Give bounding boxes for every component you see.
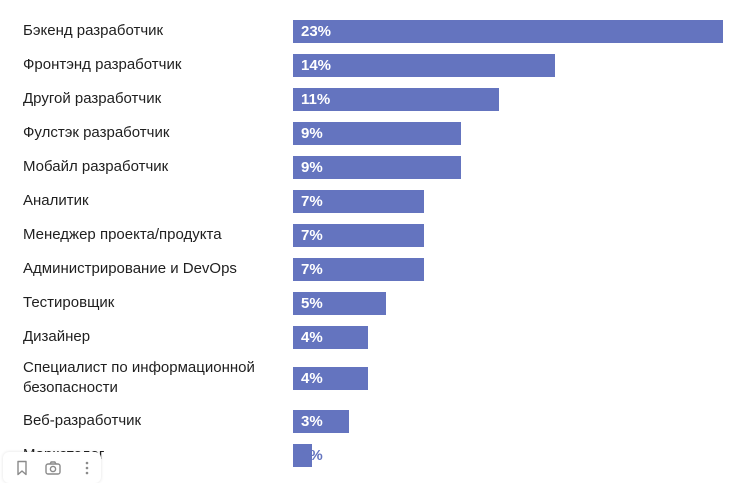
bar xyxy=(293,443,312,467)
value-label: 11% xyxy=(301,90,331,108)
camera-icon[interactable] xyxy=(44,459,62,477)
category-label: Веб-разработчик xyxy=(23,412,142,429)
value-label: 9% xyxy=(301,124,323,142)
value-label: 23% xyxy=(301,22,332,40)
category-label: Мобайл разработчик xyxy=(23,158,169,175)
value-label: 4% xyxy=(301,369,323,387)
value-label: 7% xyxy=(301,260,323,278)
category-label: Дизайнер xyxy=(23,328,91,345)
bar xyxy=(293,19,723,43)
category-label: Аналитик xyxy=(23,192,89,209)
value-label: 9% xyxy=(301,158,323,176)
bar xyxy=(293,87,499,111)
value-label: 5% xyxy=(301,294,323,312)
category-label: Фулстэк разработчик xyxy=(23,124,170,141)
bar xyxy=(293,155,461,179)
value-label: 4% xyxy=(301,328,323,346)
category-label: Тестировщик xyxy=(23,294,115,311)
value-label: 14% xyxy=(301,56,332,74)
category-label: Фронтэнд разработчик xyxy=(23,56,182,73)
value-label: 3% xyxy=(301,412,323,430)
category-label: Другой разработчик xyxy=(23,90,162,107)
value-label: 1% xyxy=(301,446,323,464)
value-label: 7% xyxy=(301,226,323,244)
value-label: 7% xyxy=(301,192,323,210)
bar xyxy=(293,366,368,390)
bar xyxy=(293,325,368,349)
bar xyxy=(293,409,349,433)
image-toolbar xyxy=(3,452,101,483)
bar xyxy=(293,53,555,77)
bar xyxy=(293,223,424,247)
category-label: Администрирование и DevOps xyxy=(23,260,237,277)
category-label: Специалист по информационной безопасност… xyxy=(23,359,255,396)
category-label: Бэкенд разработчик xyxy=(23,22,164,39)
bar xyxy=(293,291,386,315)
bookmark-icon[interactable] xyxy=(13,459,31,477)
bar xyxy=(293,121,461,145)
category-label: Менеджер проекта/продукта xyxy=(23,226,222,243)
bar xyxy=(293,189,424,213)
bar xyxy=(293,257,424,281)
more-vertical-icon[interactable] xyxy=(78,459,96,477)
